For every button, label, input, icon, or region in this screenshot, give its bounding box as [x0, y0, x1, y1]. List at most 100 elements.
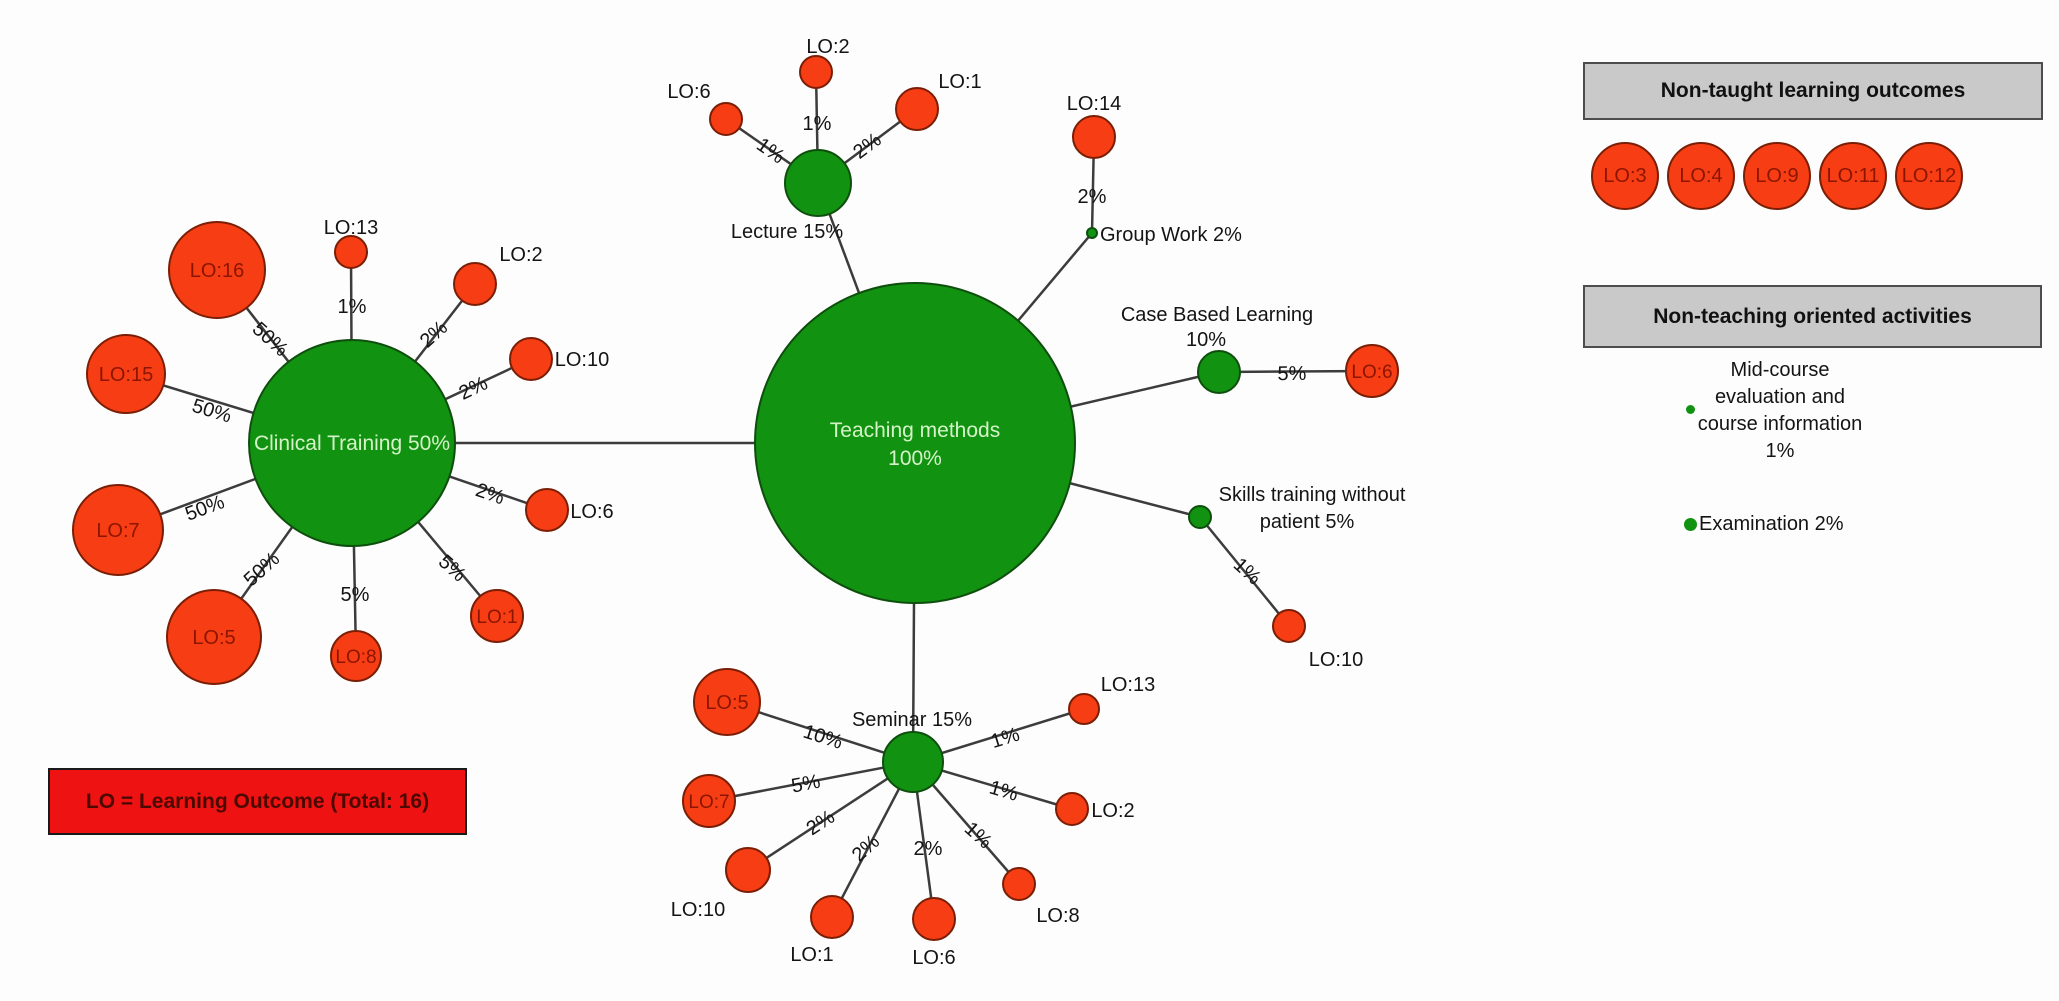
- node-sem-lo2: [1055, 792, 1089, 826]
- edge-seminar-sem-lo10: [747, 760, 914, 872]
- edge-label-lecture-lec-lo1: 2%: [849, 129, 885, 164]
- edge-label-lecture-lec-lo2: 1%: [803, 113, 832, 135]
- edge-label-seminar-sem-lo7: 5%: [790, 771, 823, 798]
- label-lec-lo1: LO:1: [938, 71, 981, 93]
- edge-label-seminar-sem-lo5: 10%: [800, 721, 845, 754]
- label-cl-lo1: LO:1: [476, 607, 517, 628]
- edge-label-clinical-cl-lo16: 50%: [248, 318, 293, 361]
- edge-label-groupwork-gw-lo14: 2%: [1078, 186, 1107, 208]
- node-teaching: [754, 282, 1076, 604]
- label-gw-lo14: LO:14: [1067, 93, 1121, 115]
- edge-label-seminar-sem-lo1: 2%: [848, 831, 884, 867]
- edge-label-seminar-sem-lo6: 2%: [914, 838, 943, 860]
- label-cl-lo16: LO:16: [190, 260, 244, 282]
- node-cl-lo8: [330, 630, 382, 682]
- edge-label-lecture-lec-lo6: 1%: [752, 134, 788, 169]
- node-cl-lo2: [453, 262, 497, 306]
- non-teaching-activities-header: Non-teaching oriented activities: [1583, 285, 2042, 348]
- node-cl-lo15: [86, 334, 166, 414]
- label-sem-lo10: LO:10: [671, 899, 725, 921]
- label-cl-lo13: LO:13: [324, 217, 378, 239]
- label-sem-lo7: LO:7: [688, 792, 729, 813]
- label-groupwork: Group Work 2%: [1100, 224, 1242, 246]
- node-lecture: [784, 149, 852, 217]
- label-sem-lo1: LO:1: [790, 944, 833, 966]
- edge-label-clinical-cl-lo1: 5%: [434, 551, 470, 587]
- label-cl-lo2: LO:2: [499, 244, 542, 266]
- edge-seminar-sem-lo7: [708, 760, 914, 803]
- node-gw-lo14: [1072, 115, 1116, 159]
- label-skills: Skills training without: [1219, 484, 1406, 506]
- edge-label-clinical-cl-lo15: 50%: [189, 395, 234, 428]
- lo-legend-box: LO = Learning Outcome (Total: 16): [48, 768, 467, 835]
- edge-label-cbl-cbl-lo6: 5%: [1277, 363, 1306, 385]
- non-taught-outcomes-row: LO:3 LO:4 LO:9 LO:11 LO:12: [1591, 142, 1963, 210]
- node-cl-lo6: [525, 488, 569, 532]
- node-groupwork: [1086, 227, 1098, 239]
- non-taught-outcomes-header: Non-taught learning outcomes: [1583, 62, 2043, 120]
- node-skills: [1188, 505, 1212, 529]
- non-taught-lo-circle: LO:12: [1895, 142, 1963, 210]
- mid-course-line: course information: [1697, 413, 1863, 435]
- examination-label: Examination 2%: [1699, 513, 1844, 535]
- label-sem-lo8: LO:8: [1036, 905, 1079, 927]
- edge-label-seminar-sem-lo2: 1%: [987, 777, 1021, 806]
- node-sem-lo5: [693, 668, 761, 736]
- label-cbl: Case Based Learning: [1121, 304, 1313, 326]
- label-seminar: Seminar 15%: [852, 709, 972, 731]
- label-clinical: Clinical Training 50%: [254, 432, 450, 455]
- node-cl-lo10: [509, 337, 553, 381]
- label-teaching: Teaching methods: [830, 419, 1000, 442]
- label-cl-lo10: LO:10: [555, 349, 609, 371]
- node-cl-lo5: [166, 589, 262, 685]
- mid-course-line: Mid-course: [1730, 359, 1830, 381]
- node-sk-lo10: [1272, 609, 1306, 643]
- non-taught-lo-circle: LO:4: [1667, 142, 1735, 210]
- label-cbl-lo6: LO:6: [1351, 362, 1392, 383]
- node-sem-lo6: [912, 897, 956, 941]
- node-cl-lo7: [72, 484, 164, 576]
- label-cbl: 10%: [1186, 329, 1226, 351]
- edge-skills-sk-lo10: [1199, 516, 1290, 627]
- label-lec-lo2: LO:2: [806, 36, 849, 58]
- label-lec-lo6: LO:6: [667, 81, 710, 103]
- label-skills: patient 5%: [1260, 511, 1355, 533]
- node-seminar: [882, 731, 944, 793]
- label-sem-lo5: LO:5: [705, 692, 748, 714]
- mid-course-evaluation-item: Mid-course evaluation and course informati…: [1672, 357, 1888, 465]
- node-cl-lo16: [168, 221, 266, 319]
- node-sem-lo1: [810, 895, 854, 939]
- label-lecture: Lecture 15%: [731, 221, 844, 243]
- non-taught-lo-circle: LO:9: [1743, 142, 1811, 210]
- non-taught-lo-circle: LO:11: [1819, 142, 1887, 210]
- edge-label-seminar-sem-lo13: 1%: [988, 723, 1022, 753]
- mid-course-line: 1%: [1765, 440, 1795, 462]
- node-cl-lo13: [334, 235, 368, 269]
- node-sem-lo8: [1002, 867, 1036, 901]
- edge-label-clinical-cl-lo13: 1%: [338, 296, 367, 318]
- label-sk-lo10: LO:10: [1309, 649, 1363, 671]
- edge-label-clinical-cl-lo10: 2%: [456, 372, 492, 404]
- label-sem-lo2: LO:2: [1091, 800, 1134, 822]
- examination-dot-icon: [1684, 518, 1697, 531]
- node-sem-lo7: [682, 774, 736, 828]
- label-cl-lo15: LO:15: [99, 364, 153, 386]
- edge-label-clinical-cl-lo6: 2%: [473, 479, 508, 509]
- node-cbl: [1197, 350, 1241, 394]
- label-sem-lo6: LO:6: [912, 947, 955, 969]
- node-sem-lo10: [725, 847, 771, 893]
- mid-course-dot-icon: [1686, 405, 1695, 414]
- examination-item: Examination 2%: [1684, 513, 1844, 536]
- edge-label-clinical-cl-lo8: 5%: [341, 584, 370, 606]
- label-cl-lo6: LO:6: [570, 501, 613, 523]
- node-lec-lo6: [709, 102, 743, 136]
- edge-label-clinical-cl-lo7: 50%: [182, 491, 227, 526]
- edge-label-seminar-sem-lo10: 2%: [803, 806, 839, 840]
- node-lec-lo1: [895, 87, 939, 131]
- edge-label-clinical-cl-lo5: 50%: [240, 548, 285, 591]
- label-sem-lo13: LO:13: [1101, 674, 1155, 696]
- node-lec-lo2: [799, 55, 833, 89]
- node-cl-lo1: [470, 589, 524, 643]
